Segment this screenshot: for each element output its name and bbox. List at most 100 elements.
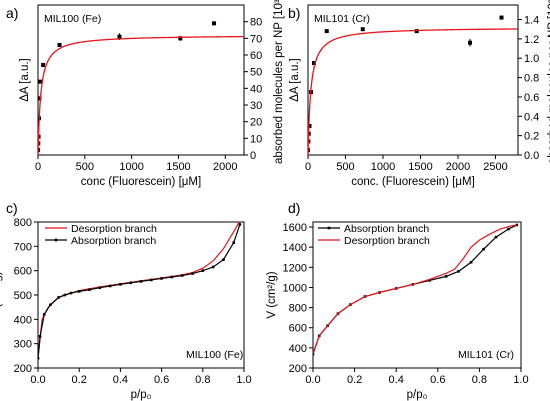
chart-panel-4: d) MIL101 (Cr) 0.0 0.2 0.4 0.6 0.8 1.0 p/p₀ 200 40… bbox=[266, 200, 529, 401]
panel-label: d) bbox=[288, 200, 300, 216]
x-tick-label: 0.0 bbox=[305, 374, 320, 386]
series-point bbox=[98, 286, 102, 289]
series-point bbox=[457, 270, 460, 273]
data-point bbox=[38, 79, 43, 84]
series-point bbox=[222, 258, 225, 262]
data-point bbox=[308, 139, 311, 144]
series-point bbox=[49, 303, 52, 307]
series-point bbox=[129, 281, 132, 285]
series-point bbox=[42, 313, 46, 316]
x-axis-label: p/p₀ bbox=[407, 389, 428, 401]
plot-area bbox=[308, 15, 518, 155]
data-point bbox=[38, 148, 40, 152]
y-tick-label: 0.0 bbox=[524, 150, 539, 162]
legend-marker bbox=[54, 238, 58, 242]
y-tick-label: 500 bbox=[14, 290, 32, 302]
series-point bbox=[160, 277, 163, 280]
series-point bbox=[38, 356, 40, 360]
y-tick-label: 400 bbox=[289, 343, 307, 355]
y-tick-label: 20 bbox=[250, 117, 262, 129]
y-tick-label: 10 bbox=[250, 133, 262, 145]
y-axis-right-label: absorbed molecules per NP [10³] bbox=[273, 0, 285, 164]
inset-label: MIL101 (Cr) bbox=[314, 13, 370, 25]
series-line bbox=[313, 224, 517, 355]
data-point bbox=[308, 148, 310, 153]
chart-panel-3: c) MIL100 (Fe) 0.0 0.2 0.4 0.6 0.8 1.0 p/p₀ 200 30… bbox=[0, 200, 252, 401]
x-tick-label: 0.2 bbox=[347, 374, 362, 386]
data-point bbox=[38, 134, 41, 139]
x-tick-label: 0.0 bbox=[30, 374, 45, 386]
y-tick-label: 40 bbox=[250, 83, 262, 95]
x-tick-label: 2500 bbox=[483, 161, 507, 173]
x-tick-label: 500 bbox=[76, 161, 94, 173]
inset-label: MIL101 (Cr) bbox=[458, 349, 514, 361]
data-point bbox=[308, 123, 312, 128]
series-point bbox=[444, 275, 448, 278]
y-axis-left-label: ΔA [a.u.] bbox=[289, 58, 301, 101]
series-point bbox=[77, 290, 81, 293]
series-point bbox=[180, 274, 184, 277]
x-tick-label: 1.0 bbox=[236, 374, 251, 386]
series-line bbox=[38, 224, 241, 359]
x-tick-label: 0.8 bbox=[472, 374, 487, 386]
series-point bbox=[69, 291, 73, 295]
x-tick-label: 0.4 bbox=[113, 374, 128, 386]
data-point bbox=[178, 36, 183, 41]
series-point bbox=[482, 247, 485, 251]
plot-frame bbox=[312, 221, 522, 369]
plot-frame bbox=[307, 4, 519, 156]
series-point bbox=[38, 335, 42, 338]
y-tick-label: 200 bbox=[289, 363, 307, 375]
data-point bbox=[308, 131, 311, 136]
series-point bbox=[469, 260, 473, 264]
y-tick-label: 0.8 bbox=[524, 73, 539, 85]
y-tick-label: 80 bbox=[250, 17, 262, 29]
y-tick-label: 1.0 bbox=[524, 53, 539, 65]
y-tick-label: 600 bbox=[289, 323, 307, 335]
series-point bbox=[150, 278, 153, 282]
data-point bbox=[499, 15, 504, 20]
panel-label: c) bbox=[6, 200, 18, 216]
series-point bbox=[507, 227, 510, 231]
x-tick-label: 500 bbox=[336, 161, 354, 173]
y-tick-label: 800 bbox=[14, 217, 32, 229]
legend-label: Absorption branch bbox=[344, 223, 429, 235]
y-tick-label: 70 bbox=[250, 33, 262, 45]
x-tick-label: 0 bbox=[305, 161, 311, 173]
y-tick-label: 200 bbox=[14, 363, 32, 375]
series-point bbox=[494, 235, 498, 239]
y-tick-label: 0.2 bbox=[524, 131, 539, 143]
x-axis-label: p/p₀ bbox=[131, 389, 152, 401]
series-point bbox=[63, 293, 67, 297]
x-axis-label: conc (Fluorescein) [μM] bbox=[81, 176, 201, 188]
data-point bbox=[312, 61, 316, 66]
y-tick-label: 1200 bbox=[283, 262, 307, 274]
plot-frame bbox=[37, 4, 245, 156]
x-tick-label: 0.2 bbox=[72, 374, 87, 386]
y-tick-label: 300 bbox=[14, 339, 32, 351]
x-tick-label: 0.8 bbox=[195, 374, 210, 386]
y-axis-label: V (cm²/g) bbox=[0, 271, 3, 318]
x-tick-label: 1500 bbox=[408, 161, 432, 173]
data-point bbox=[38, 141, 41, 146]
y-tick-label: 400 bbox=[14, 314, 32, 326]
data-point bbox=[468, 40, 472, 45]
legend-label: Desorption branch bbox=[344, 235, 430, 247]
legend-marker bbox=[327, 226, 331, 230]
y-axis-left-label: ΔA [a.u.] bbox=[19, 58, 31, 101]
data-point bbox=[57, 43, 62, 47]
series-point bbox=[119, 282, 122, 286]
x-tick-label: 1000 bbox=[119, 161, 143, 173]
legend-label: Desorption branch bbox=[71, 223, 157, 235]
y-axis-label: V (cm²/g) bbox=[266, 271, 278, 318]
plot-area bbox=[38, 222, 242, 360]
panel-label: a) bbox=[6, 5, 18, 21]
series-point bbox=[191, 272, 194, 275]
series-point bbox=[57, 296, 60, 299]
series-point bbox=[238, 223, 242, 226]
series-point bbox=[428, 279, 431, 282]
series-point bbox=[88, 288, 91, 291]
data-point bbox=[117, 34, 122, 39]
x-tick-label: 0.4 bbox=[389, 374, 404, 386]
